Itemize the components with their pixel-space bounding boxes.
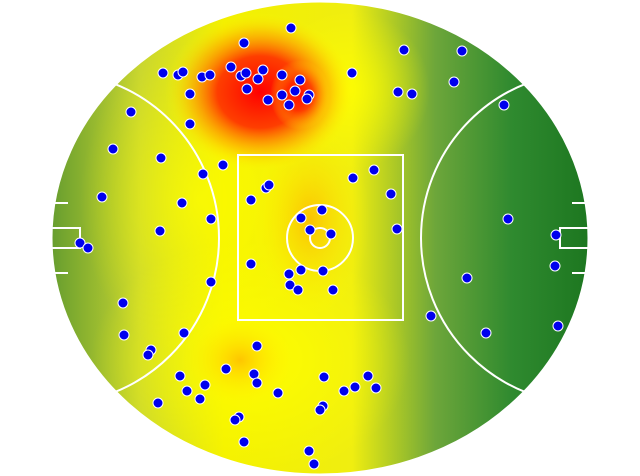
point — [502, 213, 514, 225]
point — [240, 67, 252, 79]
point — [325, 228, 337, 240]
point — [155, 152, 167, 164]
point — [245, 194, 257, 206]
point — [349, 381, 361, 393]
point — [448, 76, 460, 88]
point — [74, 237, 86, 249]
point — [392, 86, 404, 98]
point — [251, 340, 263, 352]
point — [461, 272, 473, 284]
point — [276, 89, 288, 101]
point — [346, 67, 358, 79]
point — [552, 320, 564, 332]
point — [245, 258, 257, 270]
point — [205, 276, 217, 288]
point — [272, 387, 284, 399]
point — [406, 88, 418, 100]
point — [425, 310, 437, 322]
point — [204, 69, 216, 81]
point — [284, 279, 296, 291]
point — [197, 168, 209, 180]
point — [301, 93, 313, 105]
point — [205, 213, 217, 225]
point — [252, 73, 264, 85]
point — [391, 223, 403, 235]
point — [225, 61, 237, 73]
point — [308, 458, 320, 470]
point — [82, 242, 94, 254]
point — [229, 414, 241, 426]
point — [107, 143, 119, 155]
point — [294, 74, 306, 86]
point — [262, 94, 274, 106]
points — [74, 22, 564, 470]
point — [199, 379, 211, 391]
point — [178, 327, 190, 339]
point — [398, 44, 410, 56]
point — [285, 22, 297, 34]
point — [362, 370, 374, 382]
point — [241, 83, 253, 95]
point — [347, 172, 359, 184]
point — [248, 368, 260, 380]
point — [498, 99, 510, 111]
point — [194, 393, 206, 405]
point — [154, 225, 166, 237]
point — [177, 66, 189, 78]
point — [549, 260, 561, 272]
point — [176, 197, 188, 209]
point — [184, 88, 196, 100]
point — [385, 188, 397, 200]
point — [327, 284, 339, 296]
point — [118, 329, 130, 341]
point — [117, 297, 129, 309]
point — [220, 363, 232, 375]
point — [316, 204, 328, 216]
point — [276, 69, 288, 81]
point — [289, 85, 301, 97]
point — [295, 212, 307, 224]
point — [370, 382, 382, 394]
point — [157, 67, 169, 79]
point — [292, 284, 304, 296]
point — [251, 377, 263, 389]
point — [238, 436, 250, 448]
point — [480, 327, 492, 339]
point — [152, 397, 164, 409]
point — [257, 64, 269, 76]
point — [303, 445, 315, 457]
point — [263, 179, 275, 191]
point — [142, 349, 154, 361]
point — [238, 37, 250, 49]
point — [181, 385, 193, 397]
point — [550, 229, 562, 241]
point — [96, 191, 108, 203]
point — [283, 99, 295, 111]
point — [338, 385, 350, 397]
point — [368, 164, 380, 176]
point — [125, 106, 137, 118]
point — [318, 371, 330, 383]
point — [283, 268, 295, 280]
point — [217, 159, 229, 171]
point — [456, 45, 468, 57]
boundary — [51, 1, 589, 475]
point — [295, 264, 307, 276]
point — [184, 118, 196, 130]
point — [174, 370, 186, 382]
point — [304, 224, 316, 236]
point — [314, 404, 326, 416]
point — [317, 265, 329, 277]
